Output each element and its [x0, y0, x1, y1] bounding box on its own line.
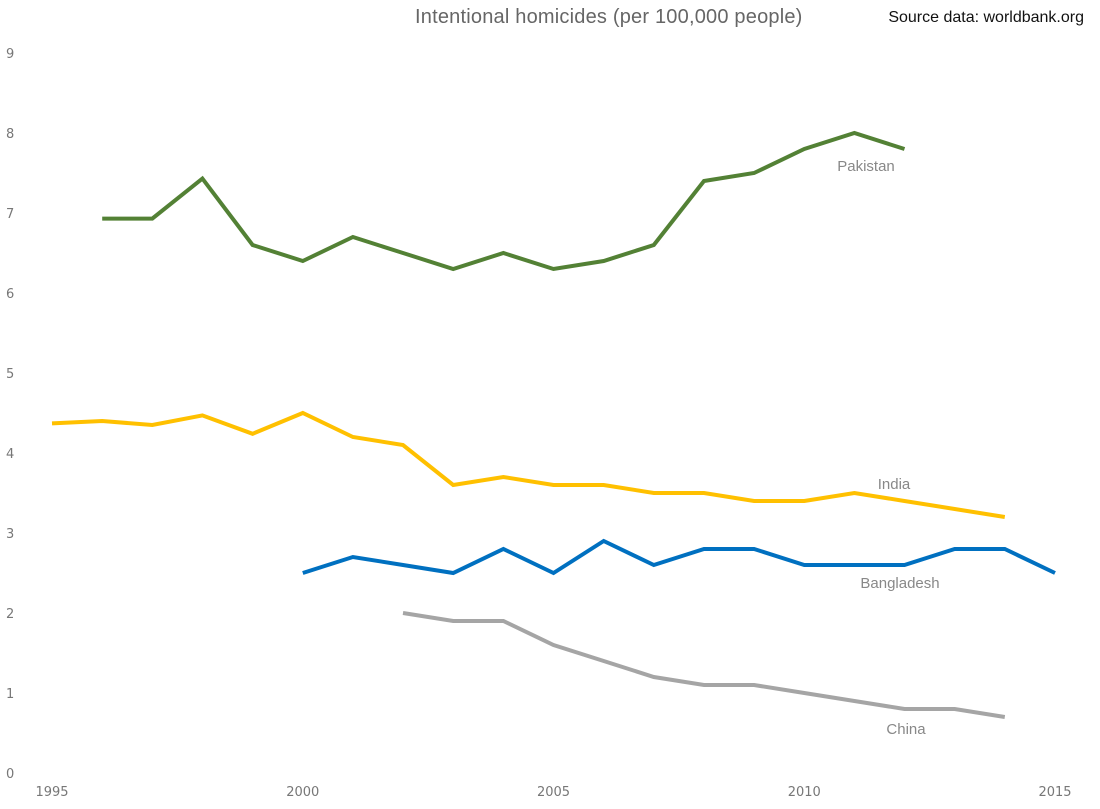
series-line-china: [402, 611, 1006, 719]
x-tick-label: 2015: [1038, 785, 1071, 800]
x-tick-label: 2005: [537, 785, 570, 800]
series-line-pakistan: [102, 130, 906, 272]
y-tick-label: 4: [6, 447, 14, 462]
source-note: Source data: worldbank.org: [888, 9, 1084, 26]
x-tick-label: 2000: [286, 785, 319, 800]
series-label-china: China: [886, 721, 926, 738]
y-tick-label: 8: [6, 127, 14, 142]
y-tick-label: 5: [6, 367, 14, 382]
y-tick-label: 3: [6, 527, 14, 542]
series-line-bangladesh: [302, 538, 1056, 576]
y-tick-label: 1: [6, 687, 14, 702]
y-tick-label: 6: [6, 287, 14, 302]
y-tick-label: 7: [6, 207, 14, 222]
x-tick-label: 2010: [788, 785, 821, 800]
series-label-pakistan: Pakistan: [837, 158, 895, 175]
y-tick-label: 0: [6, 767, 14, 782]
y-tick-label: 9: [6, 47, 14, 62]
series-line-india: [51, 410, 1006, 519]
chart-title: Intentional homicides (per 100,000 peopl…: [415, 6, 803, 28]
x-tick-label: 1995: [35, 785, 68, 800]
y-tick-label: 2: [6, 607, 14, 622]
series-label-bangladesh: Bangladesh: [860, 575, 939, 592]
series-label-india: India: [878, 476, 911, 493]
